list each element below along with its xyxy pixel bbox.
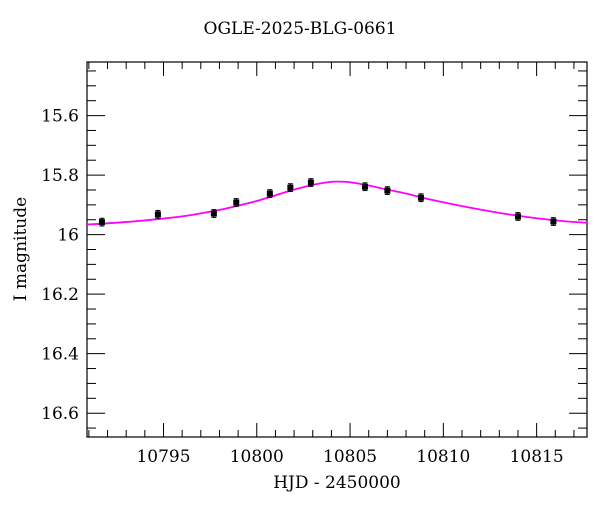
data-point [154,211,161,218]
chart-title: OGLE-2025-BLG-0661 [203,19,397,39]
data-point [417,194,424,201]
x-tick-labels: 10795 10800 10805 10810 10815 [136,447,563,467]
model-curve [86,180,588,226]
data-point [514,213,521,220]
y-axis-ticks [87,70,587,429]
data-point [361,183,368,190]
x-tick-label: 10805 [323,447,377,467]
data-point [287,184,294,191]
x-tick-label: 10800 [230,447,284,467]
data-point [307,179,314,186]
data-point [550,218,557,225]
x-tick-label: 10810 [416,447,470,467]
y-tick-label: 16.2 [41,285,79,305]
y-tick-label: 15.8 [41,166,79,186]
data-points [98,178,557,227]
model-curve-path [86,180,588,226]
y-tick-labels: 15.6 15.8 16 16.2 16.4 16.6 [41,107,79,425]
y-tick-label: 15.6 [41,107,79,127]
x-axis-label: HJD - 2450000 [273,473,401,493]
y-tick-label: 16 [57,226,79,246]
data-point [233,199,240,206]
plot-box [86,61,588,438]
data-point [210,210,217,217]
x-tick-label: 10795 [136,447,190,467]
y-tick-label: 16.4 [41,345,79,365]
plot-border [86,61,588,438]
data-point [98,219,105,226]
x-tick-label: 10815 [510,447,564,467]
y-tick-label: 16.6 [41,404,79,424]
data-point [266,190,273,197]
data-point [384,187,391,194]
x-axis-ticks [88,62,575,437]
